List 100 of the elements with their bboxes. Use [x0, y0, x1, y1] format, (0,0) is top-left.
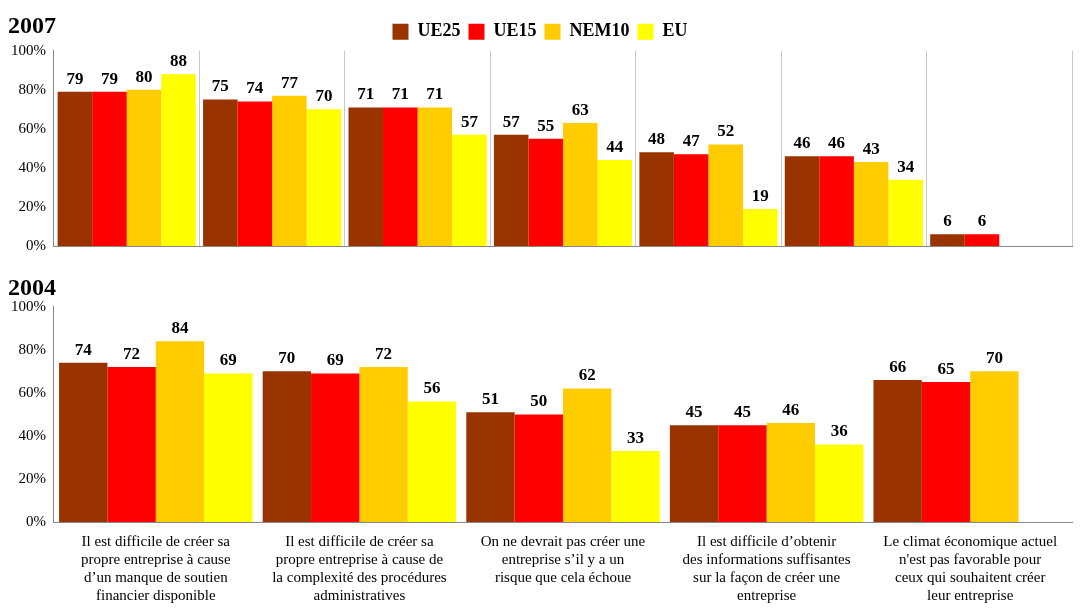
data-label: 70 — [315, 86, 333, 106]
bar — [742, 208, 778, 246]
data-label: 69 — [326, 350, 344, 370]
bar — [126, 89, 162, 246]
y-tick-label: 100% — [11, 41, 46, 58]
y-tick-label: 40% — [18, 426, 46, 443]
legend-label: UE25 — [417, 20, 461, 41]
bar — [673, 154, 709, 246]
bar — [272, 95, 307, 246]
data-label: 88 — [170, 51, 188, 71]
y-tick-label: 0% — [26, 236, 46, 253]
y-tick-label: 20% — [18, 469, 46, 486]
data-label: 51 — [481, 389, 499, 409]
bar — [348, 107, 384, 246]
data-label: 45 — [733, 402, 751, 422]
bar — [493, 134, 529, 246]
bar — [563, 123, 598, 246]
y-tick-label: 0% — [26, 512, 46, 529]
bar — [306, 109, 342, 246]
data-label: 46 — [793, 133, 811, 153]
data-label: 52 — [717, 121, 735, 141]
data-label: 36 — [830, 421, 848, 441]
data-label: 57 — [460, 111, 479, 131]
data-label: 75 — [211, 76, 229, 96]
y-tick-label: 80% — [18, 80, 46, 97]
bar — [718, 425, 767, 522]
data-label: 55 — [537, 115, 555, 135]
x-tick-label: Il est difficile d’obtenir des informations suffisantes sur la façon de créer une entreprise — [682, 532, 851, 603]
data-label: 56 — [423, 378, 441, 398]
bar — [528, 138, 563, 246]
bar — [766, 423, 815, 522]
data-label: 46 — [828, 133, 846, 153]
data-label: 72 — [123, 343, 141, 363]
bar — [59, 362, 108, 522]
x-tick-label: On ne devrait pas créer une entreprise s’il y a un risque que cela échoue — [480, 532, 646, 585]
bar — [155, 341, 205, 522]
bar — [814, 444, 864, 522]
data-label: 84 — [171, 318, 189, 338]
data-label: 79 — [100, 68, 118, 88]
data-label: 74 — [246, 78, 264, 98]
bar — [107, 367, 156, 522]
data-label: 33 — [627, 427, 645, 447]
bar — [639, 152, 674, 246]
data-label: 45 — [685, 402, 703, 422]
bar — [853, 162, 889, 246]
data-label: 70 — [985, 348, 1003, 368]
data-label: 71 — [357, 84, 375, 104]
bar — [203, 99, 238, 246]
bar — [888, 179, 923, 246]
bar — [161, 74, 196, 246]
data-label: 43 — [862, 138, 880, 158]
y-tick-label: 60% — [18, 119, 46, 136]
data-label: 70 — [278, 348, 296, 368]
bar — [383, 107, 418, 246]
bar — [669, 425, 719, 522]
bar — [873, 379, 922, 522]
data-label: 19 — [751, 185, 769, 205]
data-label: 50 — [530, 391, 548, 411]
bar — [452, 134, 487, 246]
data-label: 71 — [426, 84, 444, 104]
y-tick-label: 20% — [18, 197, 46, 214]
data-label: 77 — [280, 72, 299, 92]
bar — [964, 234, 1000, 246]
bar — [311, 373, 360, 522]
bar — [262, 371, 312, 522]
x-tick-label: Il est difficile de créer sa propre entreprise à cause d’un manque de soutien financier disponible — [81, 532, 231, 603]
bar — [237, 101, 273, 246]
data-label: 71 — [391, 84, 409, 104]
data-label: 69 — [219, 350, 237, 370]
data-label: 44 — [606, 137, 624, 156]
bar — [784, 156, 820, 246]
data-label: 66 — [889, 356, 907, 376]
bar — [921, 382, 971, 522]
data-label: 80 — [135, 66, 153, 86]
data-label: 63 — [571, 99, 589, 119]
chart-title: 2004 — [8, 273, 56, 300]
bar — [597, 160, 633, 246]
bar — [359, 367, 408, 522]
data-label: 46 — [782, 399, 800, 419]
y-tick-label: 100% — [11, 297, 46, 314]
bar — [204, 373, 253, 522]
bar — [930, 234, 965, 246]
bar — [407, 401, 457, 522]
bar — [514, 414, 563, 522]
y-tick-label: 40% — [18, 158, 46, 175]
bar — [819, 156, 854, 246]
bar — [970, 371, 1019, 522]
data-label: 72 — [375, 343, 393, 363]
data-label: 48 — [648, 129, 666, 149]
legend-label: NEM10 — [569, 20, 630, 41]
data-label: 6 — [943, 211, 952, 231]
data-label: 47 — [682, 131, 701, 151]
data-label: 65 — [937, 359, 955, 379]
bar — [417, 107, 453, 246]
bar — [92, 91, 127, 246]
data-label: 74 — [74, 339, 93, 359]
x-tick-label: Le climat économique actuel n'est pas favorable pour ceux qui souhaitent créer leur entreprise — [883, 532, 1058, 603]
data-label: 34 — [897, 156, 915, 176]
bar — [466, 412, 515, 522]
x-tick-label: Il est difficile de créer sa propre entreprise à cause de la complexité des procédures administratives — [272, 532, 447, 603]
